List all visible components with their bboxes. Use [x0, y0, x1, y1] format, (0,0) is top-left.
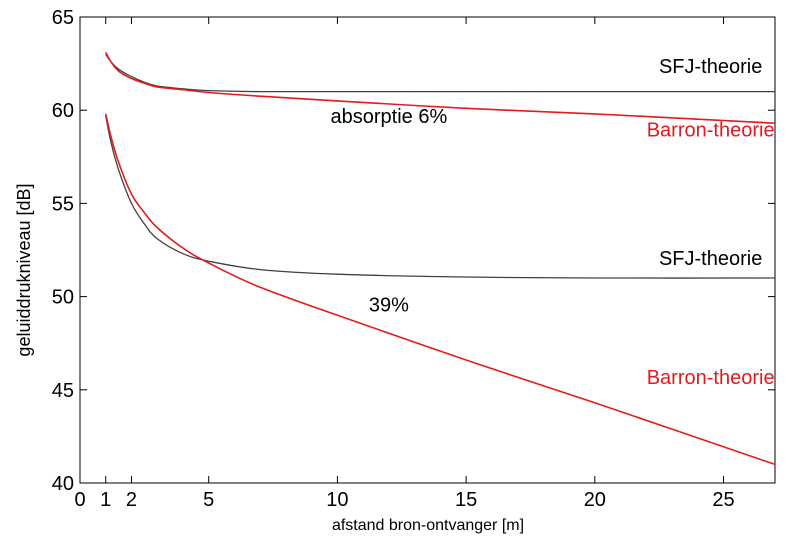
- y-axis-label: geluiddrukniveau [dB]: [14, 183, 34, 356]
- plot-border: [79, 16, 776, 484]
- x-tick-label: 25: [712, 489, 734, 511]
- annotation-label: Barron-theorie: [647, 119, 775, 141]
- y-tick-label: 45: [52, 380, 74, 402]
- annotation-layer: SFJ-theorie Barron-theorie absorptie 6% SFJ…: [331, 56, 775, 389]
- x-tick-label: 2: [126, 489, 137, 511]
- annotation-label: 39%: [369, 295, 409, 317]
- annotation-label: SFJ-theorie: [659, 56, 762, 78]
- annotation-label: Barron-theorie: [647, 367, 775, 389]
- y-tick-label: 55: [52, 193, 74, 215]
- y-tick-label: 50: [52, 287, 74, 309]
- plot-frame: [79, 16, 776, 484]
- x-tick-label: 20: [584, 489, 606, 511]
- x-tick-label: 5: [203, 489, 214, 511]
- x-tick-label: 15: [455, 489, 477, 511]
- series-line-barron-6pct: [104, 52, 776, 124]
- y-tick-label: 60: [52, 100, 74, 122]
- annotation-label: SFJ-theorie: [659, 248, 762, 270]
- series-layer: [104, 52, 776, 466]
- x-tick-label: 1: [100, 489, 111, 511]
- x-tick-label: 0: [74, 489, 85, 511]
- y-tick-label: 40: [52, 473, 74, 495]
- series-line-barron-39pct: [104, 113, 776, 466]
- x-tick-label: 10: [326, 489, 348, 511]
- series-line-sfj-6pct: [105, 53, 775, 93]
- x-axis-label: afstand bron-ontvanger [m]: [332, 517, 524, 534]
- annotation-label: absorptie 6%: [331, 106, 448, 128]
- y-tick-label: 65: [52, 7, 74, 29]
